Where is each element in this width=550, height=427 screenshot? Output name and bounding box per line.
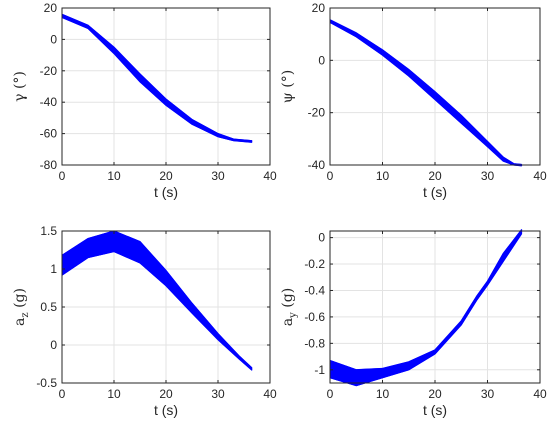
x-tick-label: 10 bbox=[107, 169, 121, 183]
y-tick-label: -0.8 bbox=[304, 336, 325, 350]
x-tick-label: 30 bbox=[481, 387, 495, 401]
y-tick-label: -40 bbox=[308, 158, 326, 172]
series-lower-line bbox=[61, 250, 253, 371]
y-tick-label: 0.5 bbox=[40, 300, 57, 314]
x-tick-label: 20 bbox=[159, 387, 173, 401]
y-tick-label: -0.5 bbox=[36, 376, 57, 390]
y-tick-label: 1.5 bbox=[40, 224, 57, 238]
x-tick-label: 10 bbox=[107, 387, 121, 401]
y-tick-label: -60 bbox=[40, 127, 58, 141]
y-tick-label: 0 bbox=[318, 231, 325, 245]
y-tick-label: -0.2 bbox=[304, 257, 325, 271]
y-tick-label: -40 bbox=[40, 95, 58, 109]
y-axis-label: az (g) bbox=[12, 288, 31, 326]
y-axis-label: ψ (°) bbox=[280, 70, 296, 103]
series-upper-line bbox=[329, 19, 522, 166]
series-lower-line bbox=[329, 21, 522, 167]
series-upper-line bbox=[61, 230, 253, 369]
y-tick-label: -20 bbox=[308, 106, 326, 120]
x-tick-label: 40 bbox=[263, 169, 277, 183]
y-tick-label: -0.6 bbox=[304, 310, 325, 324]
x-tick-label: 10 bbox=[376, 387, 390, 401]
x-tick-label: 0 bbox=[327, 169, 334, 183]
x-tick-label: 40 bbox=[533, 169, 547, 183]
y-tick-label: 20 bbox=[44, 1, 58, 15]
series-upper-line bbox=[61, 13, 252, 142]
x-axis-label: t (s) bbox=[423, 402, 447, 418]
chart-panel-3: 0 10 20 30 40-0.500.511.5t (s)az (g) bbox=[12, 224, 277, 418]
y-tick-label: -80 bbox=[40, 158, 58, 172]
series-lower-line bbox=[61, 16, 252, 143]
x-tick-label: 0 bbox=[327, 387, 334, 401]
y-axis-label: ay (g) bbox=[280, 288, 299, 326]
y-tick-label: 0 bbox=[50, 32, 57, 46]
y-tick-label: -1 bbox=[314, 363, 325, 377]
x-tick-label: 30 bbox=[211, 169, 225, 183]
y-tick-label: 20 bbox=[312, 1, 326, 15]
series-upper-line bbox=[329, 229, 523, 371]
x-axis-label: t (s) bbox=[154, 184, 178, 200]
x-tick-label: 30 bbox=[481, 169, 495, 183]
x-tick-label: 0 bbox=[59, 169, 66, 183]
x-tick-label: 40 bbox=[533, 387, 547, 401]
series-lower-line bbox=[329, 233, 523, 387]
x-tick-label: 20 bbox=[428, 387, 442, 401]
y-tick-label: 0 bbox=[50, 338, 57, 352]
y-tick-label: -20 bbox=[40, 64, 58, 78]
y-tick-label: 0 bbox=[318, 53, 325, 67]
y-tick-label: -0.4 bbox=[304, 283, 325, 297]
x-axis-label: t (s) bbox=[154, 402, 178, 418]
x-tick-label: 20 bbox=[428, 169, 442, 183]
x-axis-label: t (s) bbox=[423, 184, 447, 200]
x-tick-label: 10 bbox=[376, 169, 390, 183]
x-tick-label: 20 bbox=[159, 169, 173, 183]
y-tick-label: 1 bbox=[50, 262, 57, 276]
x-tick-label: 0 bbox=[59, 387, 66, 401]
x-tick-label: 40 bbox=[263, 387, 277, 401]
y-axis-label: γ (°) bbox=[12, 71, 28, 102]
chart-panel-4: 0 10 20 30 40 -1 -0.8 -0.6 -0.4 -0.2 0 t (s) ay (g) bbox=[280, 229, 547, 418]
x-tick-label: 30 bbox=[211, 387, 225, 401]
